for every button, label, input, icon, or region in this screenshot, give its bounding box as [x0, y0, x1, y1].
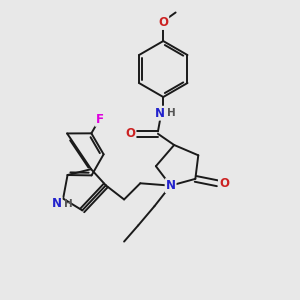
Text: N: N — [166, 179, 176, 192]
Text: O: O — [125, 127, 135, 140]
Text: O: O — [219, 177, 229, 190]
Text: H: H — [167, 108, 176, 118]
Text: N: N — [52, 197, 62, 210]
Text: N: N — [155, 107, 165, 120]
Text: H: H — [64, 199, 73, 209]
Text: O: O — [158, 16, 168, 29]
Text: F: F — [95, 113, 104, 126]
